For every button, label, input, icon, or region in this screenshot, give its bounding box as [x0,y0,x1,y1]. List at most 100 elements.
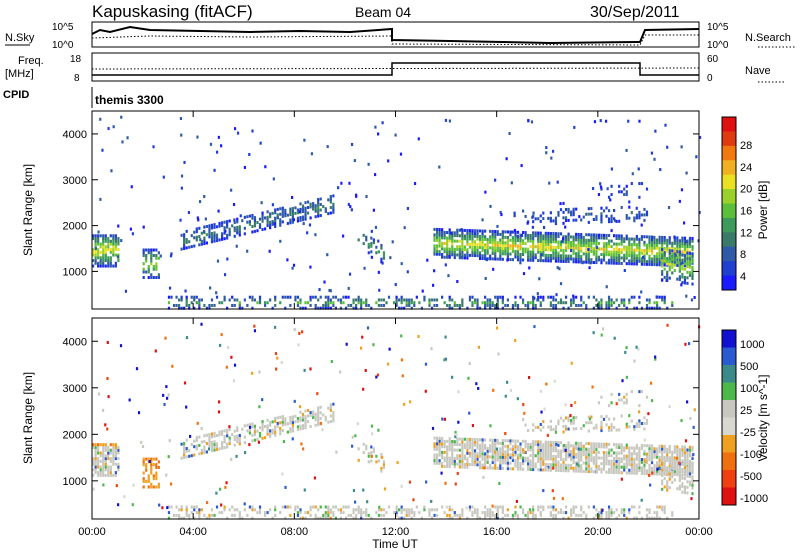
power-cell [645,249,649,253]
velocity-cell [329,511,332,515]
velocity-cell [162,393,165,397]
power-cell [633,240,636,244]
velocity-cell [489,438,492,442]
power-cell [205,241,209,245]
power-cell [610,253,613,257]
power-cell [572,235,575,239]
velocity-cell [539,389,543,393]
power-cell [491,246,494,250]
velocity-cell [564,444,568,448]
power-cell [296,295,300,299]
velocity-cell [322,413,325,417]
power-cell [276,216,279,220]
power-cell [567,246,570,250]
nave-label: Nave [745,65,771,77]
velocity-cell [114,462,117,466]
power-cell [223,298,226,302]
velocity-cell [117,465,120,469]
velocity-cell [244,451,247,455]
power-cell [284,214,287,218]
velocity-cell [681,459,684,463]
power-cell [405,301,408,305]
velocity-cell [688,451,692,455]
power-cell [529,234,532,238]
power-cell [367,162,370,166]
velocity-cell [673,478,676,482]
power-cell [666,247,669,251]
power-cell [567,257,570,261]
velocity-cell [279,426,282,430]
power-cell [104,250,107,254]
velocity-cell [269,434,272,438]
velocity-cell [524,439,527,443]
power-cell [595,246,599,250]
power-cell [610,184,613,188]
power-cell [274,216,277,220]
power-cell [131,232,134,236]
velocity-cell [658,472,661,476]
velocity-cell [532,462,535,466]
velocity-cell [653,469,656,473]
velocity-cell [430,347,433,351]
velocity-cell [618,443,621,447]
velocity-cell [628,511,631,515]
velocity-cell [433,461,436,465]
power-cell [329,197,332,201]
velocity-cell [645,455,649,459]
power-cell [281,295,284,299]
velocity-cell [309,505,312,509]
velocity-cell [441,450,444,454]
velocity-cell [269,429,272,433]
power-cell [489,240,492,244]
velocity-cell [233,513,236,517]
power-cell [506,258,509,262]
power-cell [441,252,444,256]
velocity-cell [352,516,355,520]
power-cell [441,241,444,245]
power-cell [665,278,668,282]
power-cell [590,233,593,237]
velocity-cell [302,447,305,451]
velocity-cell [461,459,464,463]
power-cell [97,248,100,252]
velocity-cell [453,440,456,444]
velocity-cell [570,421,573,425]
power-cell [552,248,555,252]
velocity-cell [640,444,644,448]
power-cell [107,237,110,241]
power-cell [217,135,220,139]
velocity-cell [468,454,472,458]
velocity-cell [637,410,641,414]
power-cell [496,243,499,247]
velocity-cell [648,508,651,512]
velocity-cell [468,508,472,512]
velocity-cell [549,419,552,423]
power-cell [582,235,585,239]
velocity-cell [572,421,575,425]
velocity-cell [645,419,649,423]
power-cell [613,258,616,262]
velocity-cell [476,438,479,442]
velocity-cell [633,460,636,464]
power-cell [676,247,679,251]
power-cell [516,258,520,262]
velocity-cell [620,477,623,481]
velocity-cell [625,465,628,469]
velocity-cell [496,505,499,509]
power-cell [355,298,358,302]
velocity-cell [557,511,560,515]
velocity-cell [362,387,365,391]
velocity-cell [666,456,669,460]
power-cell [556,266,559,270]
velocity-cell [661,462,664,466]
velocity-cell [658,516,661,520]
power-cell [301,204,305,208]
power-cell [193,230,196,234]
power-cell [564,301,568,305]
power-cell [514,233,517,237]
power-cell [107,239,110,243]
velocity-cell [559,449,563,453]
power-cell [248,214,252,218]
velocity-cell [597,450,601,454]
velocity-cell [289,505,292,509]
